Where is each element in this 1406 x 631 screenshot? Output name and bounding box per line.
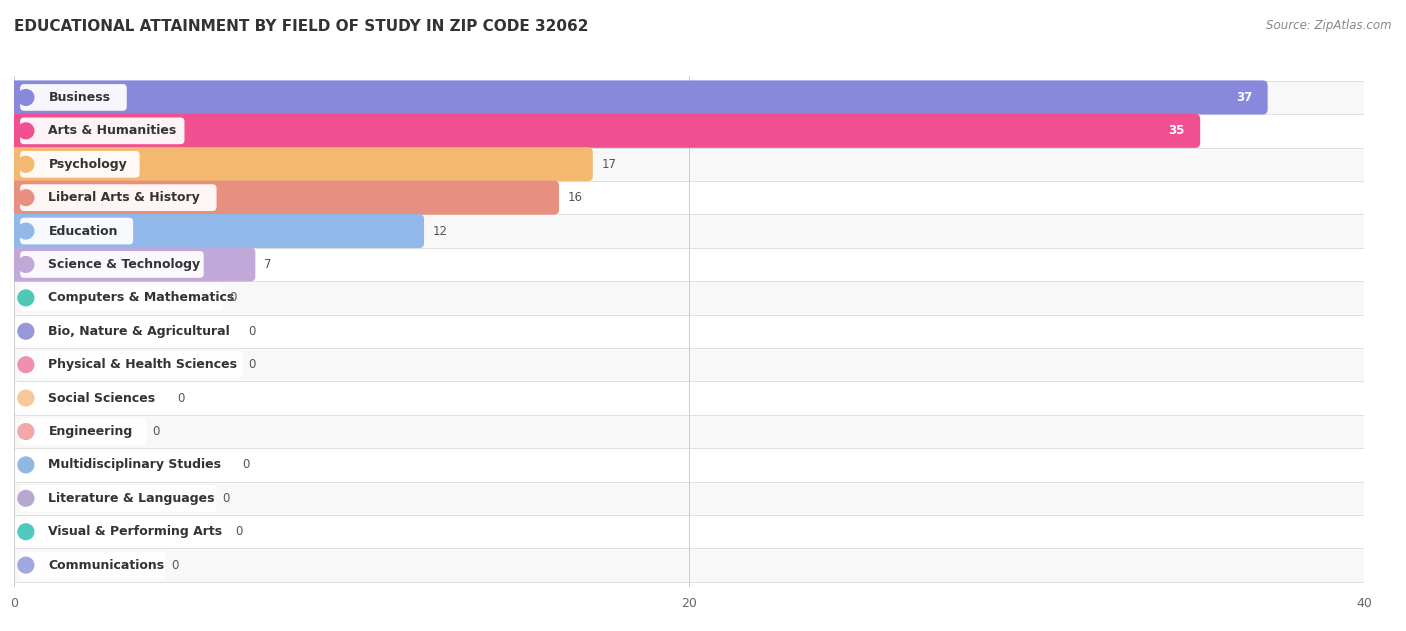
- Text: Literature & Languages: Literature & Languages: [48, 492, 215, 505]
- Text: Source: ZipAtlas.com: Source: ZipAtlas.com: [1267, 19, 1392, 32]
- Circle shape: [18, 423, 34, 439]
- Circle shape: [18, 90, 34, 105]
- Circle shape: [18, 357, 34, 372]
- Text: Science & Technology: Science & Technology: [48, 258, 201, 271]
- Text: Psychology: Psychology: [48, 158, 127, 171]
- FancyBboxPatch shape: [20, 117, 184, 144]
- Circle shape: [18, 324, 34, 339]
- Text: Liberal Arts & History: Liberal Arts & History: [48, 191, 200, 204]
- Text: 0: 0: [172, 558, 179, 572]
- FancyBboxPatch shape: [20, 518, 229, 545]
- Bar: [14, 515, 1364, 548]
- FancyBboxPatch shape: [20, 418, 146, 445]
- FancyBboxPatch shape: [8, 114, 1201, 148]
- FancyBboxPatch shape: [20, 385, 172, 411]
- Text: Multidisciplinary Studies: Multidisciplinary Studies: [48, 458, 222, 471]
- Text: 0: 0: [152, 425, 159, 438]
- Bar: [14, 148, 1364, 181]
- Text: 0: 0: [249, 358, 256, 371]
- Circle shape: [18, 123, 34, 139]
- Text: 0: 0: [177, 392, 186, 404]
- Circle shape: [18, 524, 34, 540]
- Text: Social Sciences: Social Sciences: [48, 392, 156, 404]
- Bar: [14, 481, 1364, 515]
- Bar: [14, 415, 1364, 448]
- Circle shape: [18, 457, 34, 473]
- FancyBboxPatch shape: [8, 180, 560, 215]
- FancyBboxPatch shape: [20, 251, 204, 278]
- FancyBboxPatch shape: [20, 218, 134, 244]
- Bar: [14, 315, 1364, 348]
- FancyBboxPatch shape: [20, 151, 139, 177]
- Text: 0: 0: [229, 292, 236, 304]
- Text: 0: 0: [242, 458, 249, 471]
- FancyBboxPatch shape: [20, 485, 217, 512]
- FancyBboxPatch shape: [20, 285, 224, 311]
- FancyBboxPatch shape: [20, 452, 236, 478]
- Circle shape: [18, 223, 34, 239]
- Bar: [14, 281, 1364, 315]
- Circle shape: [18, 156, 34, 172]
- FancyBboxPatch shape: [20, 318, 242, 345]
- Text: Physical & Health Sciences: Physical & Health Sciences: [48, 358, 238, 371]
- Text: 0: 0: [222, 492, 231, 505]
- Text: 0: 0: [235, 525, 243, 538]
- Text: 0: 0: [249, 325, 256, 338]
- Text: 17: 17: [602, 158, 616, 171]
- Text: 37: 37: [1236, 91, 1253, 104]
- Bar: [14, 114, 1364, 148]
- FancyBboxPatch shape: [8, 214, 425, 248]
- Text: Visual & Performing Arts: Visual & Performing Arts: [48, 525, 222, 538]
- Text: 7: 7: [264, 258, 271, 271]
- Text: Education: Education: [48, 225, 118, 237]
- Circle shape: [18, 190, 34, 206]
- Bar: [14, 448, 1364, 481]
- Bar: [14, 248, 1364, 281]
- FancyBboxPatch shape: [20, 351, 242, 378]
- Circle shape: [18, 290, 34, 306]
- Bar: [14, 381, 1364, 415]
- FancyBboxPatch shape: [20, 84, 127, 111]
- FancyBboxPatch shape: [8, 147, 593, 181]
- FancyBboxPatch shape: [20, 184, 217, 211]
- Text: EDUCATIONAL ATTAINMENT BY FIELD OF STUDY IN ZIP CODE 32062: EDUCATIONAL ATTAINMENT BY FIELD OF STUDY…: [14, 19, 589, 34]
- Text: Computers & Mathematics: Computers & Mathematics: [48, 292, 235, 304]
- Text: Engineering: Engineering: [48, 425, 132, 438]
- Text: Business: Business: [48, 91, 111, 104]
- Circle shape: [18, 557, 34, 573]
- Circle shape: [18, 490, 34, 506]
- Text: Bio, Nature & Agricultural: Bio, Nature & Agricultural: [48, 325, 231, 338]
- FancyBboxPatch shape: [8, 80, 1268, 114]
- Bar: [14, 548, 1364, 582]
- FancyBboxPatch shape: [20, 551, 166, 579]
- Text: 16: 16: [568, 191, 582, 204]
- Text: 35: 35: [1168, 124, 1185, 138]
- Circle shape: [18, 390, 34, 406]
- FancyBboxPatch shape: [8, 247, 256, 281]
- Text: 12: 12: [433, 225, 447, 237]
- Bar: [14, 181, 1364, 215]
- Bar: [14, 348, 1364, 381]
- Bar: [14, 215, 1364, 248]
- Text: Arts & Humanities: Arts & Humanities: [48, 124, 177, 138]
- Bar: [14, 81, 1364, 114]
- Circle shape: [18, 257, 34, 273]
- Text: Communications: Communications: [48, 558, 165, 572]
